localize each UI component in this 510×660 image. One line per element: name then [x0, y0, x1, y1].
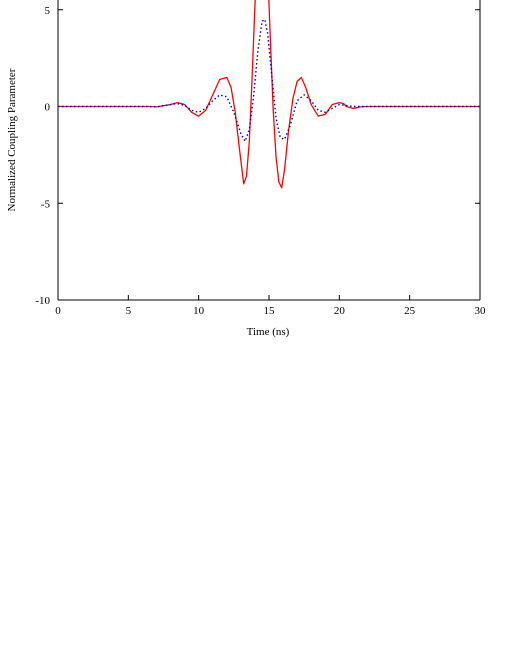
x-tick-label: 10	[193, 305, 205, 317]
y-tick-label: -5	[41, 198, 51, 210]
y-axis-label: Normalized Coupling Parameter	[6, 68, 18, 211]
coupling-chart: 0 5 10 15 20 25 30 -10 -5 0 5 Time (ns) Normalized…	[6, 0, 486, 338]
x-axis-label: Time (ns)	[247, 326, 290, 338]
series-line-2	[58, 18, 480, 143]
series-line-1	[58, 0, 480, 189]
x-tick-label: 5	[126, 305, 132, 317]
series-layer	[58, 0, 480, 189]
x-tick-label: 15	[264, 305, 276, 317]
y-tick-label: 5	[45, 5, 51, 17]
x-tick-label: 25	[404, 305, 416, 317]
x-tick-label: 20	[334, 305, 346, 317]
x-tick-label: 0	[55, 305, 61, 317]
x-tick-label: 30	[475, 305, 487, 317]
y-tick-label: 0	[45, 102, 51, 114]
axes: 0 5 10 15 20 25 30 -10 -5 0 5	[35, 0, 486, 317]
y-tick-label: -10	[35, 295, 50, 307]
